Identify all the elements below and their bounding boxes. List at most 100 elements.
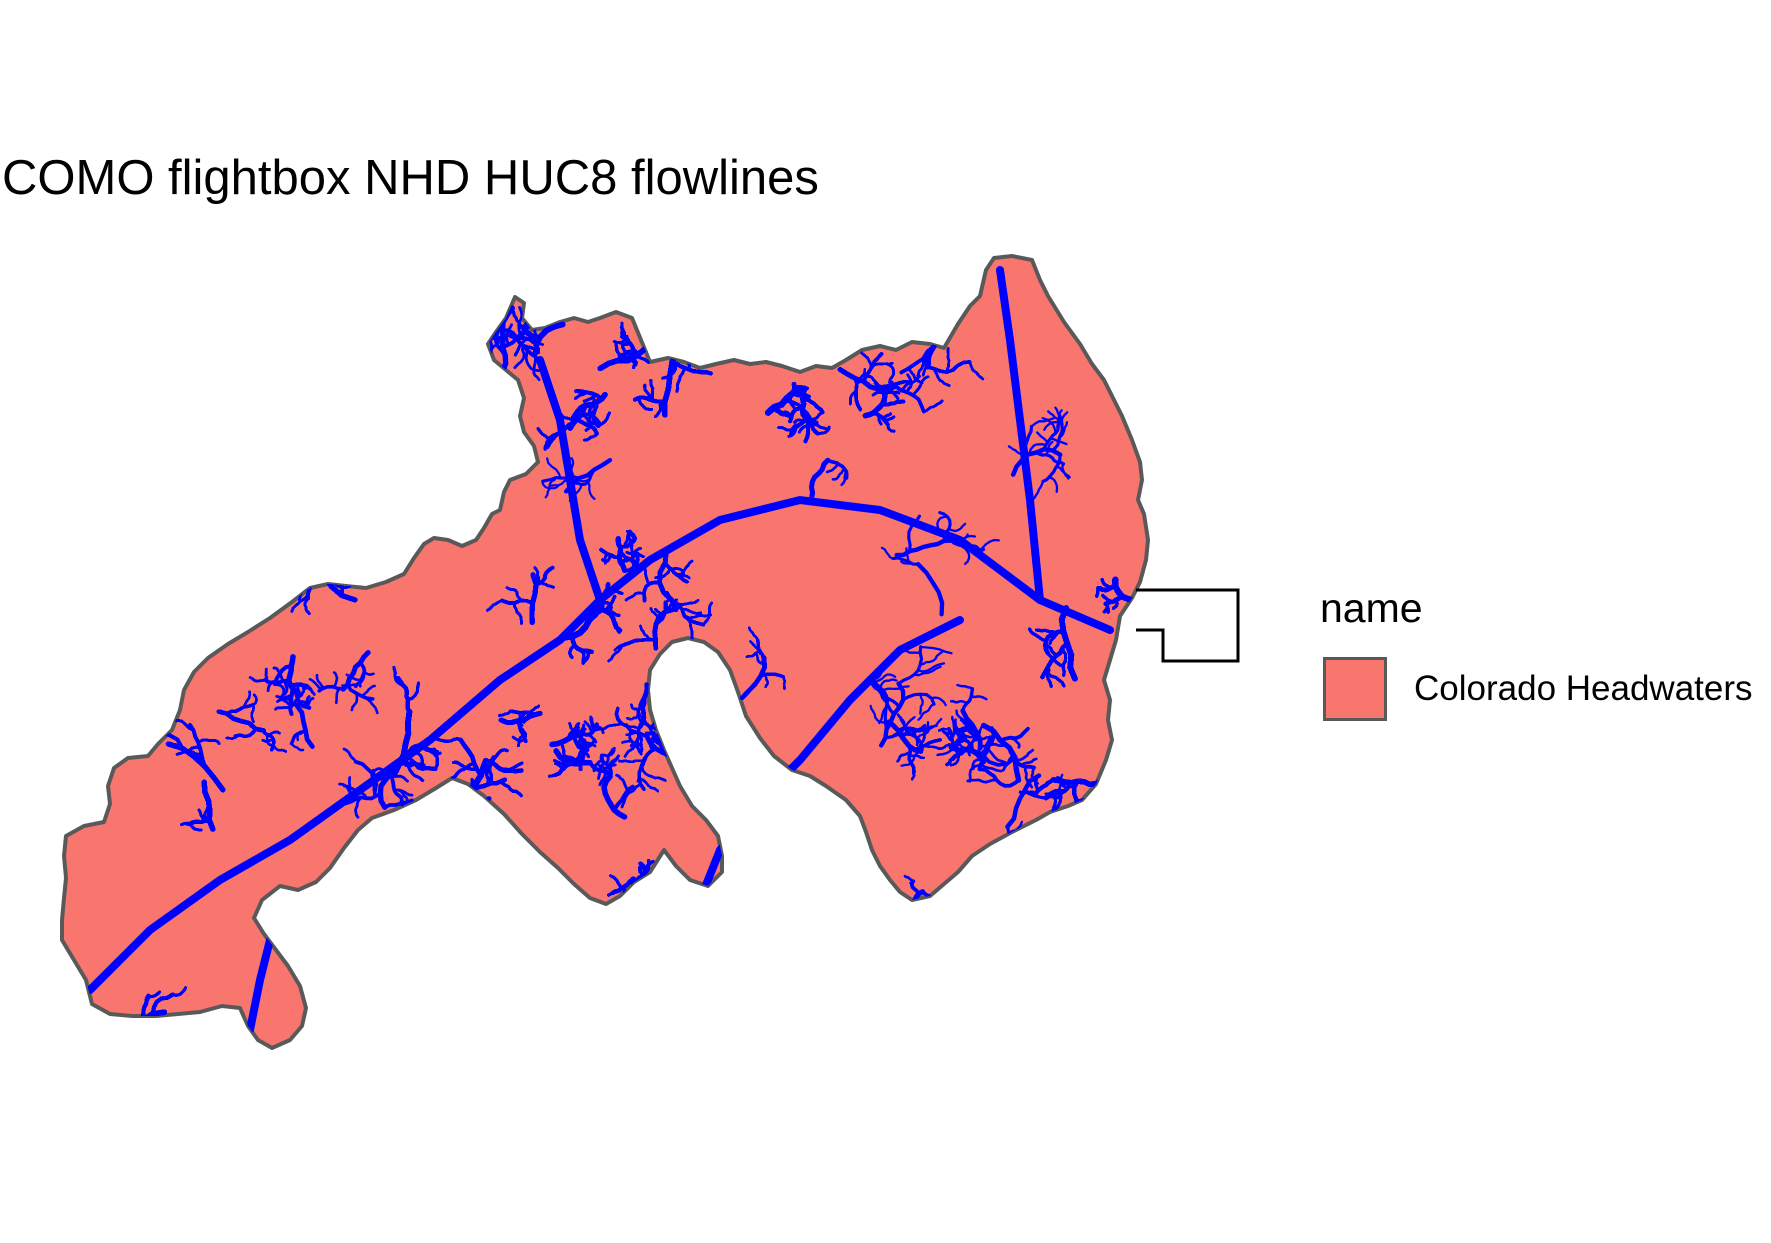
flowline bbox=[1175, 708, 1194, 724]
flowline bbox=[1024, 984, 1039, 999]
flowline bbox=[1089, 902, 1107, 914]
flowline bbox=[276, 526, 297, 542]
flowline bbox=[43, 757, 50, 774]
flowline bbox=[607, 244, 626, 247]
flowline bbox=[254, 296, 268, 306]
flowline bbox=[220, 536, 254, 555]
flowline bbox=[549, 731, 585, 748]
flowline bbox=[48, 641, 57, 663]
flowline bbox=[365, 353, 373, 376]
flowline bbox=[639, 881, 645, 892]
flowline bbox=[211, 588, 223, 596]
flowline bbox=[43, 757, 50, 774]
flowline bbox=[1038, 924, 1048, 947]
flowline bbox=[1192, 509, 1195, 522]
flowline bbox=[67, 714, 79, 727]
flowline bbox=[132, 1015, 167, 1031]
flowline bbox=[404, 819, 431, 859]
flowline bbox=[1190, 526, 1203, 528]
flowline bbox=[1038, 907, 1050, 924]
flowline bbox=[669, 730, 679, 755]
flowline bbox=[151, 1024, 174, 1040]
flowline bbox=[27, 632, 42, 646]
flowline bbox=[1025, 945, 1045, 964]
flowline bbox=[400, 1007, 411, 1023]
flowline bbox=[47, 384, 53, 393]
flowline bbox=[376, 832, 418, 849]
flowline bbox=[423, 396, 481, 439]
flowline bbox=[337, 309, 343, 333]
flowline bbox=[550, 1024, 565, 1035]
flowline bbox=[132, 256, 141, 263]
flowline bbox=[988, 914, 1019, 931]
flowline bbox=[342, 560, 361, 572]
flowline bbox=[359, 402, 378, 410]
flowline bbox=[667, 328, 680, 341]
flowline bbox=[38, 391, 45, 401]
flowline bbox=[1188, 509, 1208, 530]
flowline bbox=[1031, 925, 1038, 941]
flowline bbox=[408, 890, 425, 914]
flowline bbox=[1178, 534, 1187, 547]
flowline bbox=[1146, 706, 1148, 719]
flowline bbox=[132, 484, 148, 503]
flowline bbox=[1183, 722, 1192, 732]
flowline bbox=[38, 733, 47, 748]
flowline bbox=[37, 750, 56, 777]
flowline bbox=[382, 286, 410, 296]
flowline bbox=[648, 885, 675, 903]
flowline bbox=[896, 220, 918, 230]
flowline bbox=[43, 757, 50, 774]
flowline bbox=[64, 320, 73, 333]
flowline bbox=[297, 571, 313, 584]
flowline bbox=[1130, 857, 1146, 876]
flowline bbox=[463, 806, 470, 823]
flowline bbox=[374, 387, 382, 409]
flowline bbox=[1104, 882, 1120, 896]
flowline bbox=[1067, 924, 1078, 956]
flowline bbox=[1130, 857, 1146, 876]
flowline bbox=[1007, 946, 1025, 967]
flowline bbox=[377, 988, 394, 1008]
flowline bbox=[132, 484, 148, 503]
flowline bbox=[276, 526, 297, 542]
flowline bbox=[62, 766, 73, 776]
flowline bbox=[0, 605, 4, 621]
flowline bbox=[1039, 890, 1056, 920]
flowline bbox=[1183, 722, 1192, 732]
flowline bbox=[37, 750, 56, 777]
flowline bbox=[121, 279, 140, 295]
flowline bbox=[1015, 893, 1038, 920]
flowline bbox=[62, 766, 73, 776]
flowline bbox=[680, 268, 709, 287]
flowline bbox=[1025, 923, 1031, 942]
flowline bbox=[521, 859, 534, 880]
flowline bbox=[151, 1024, 174, 1040]
flowline bbox=[1024, 966, 1050, 978]
flowline bbox=[394, 385, 409, 404]
flowline bbox=[371, 354, 378, 373]
flowline bbox=[1032, 913, 1054, 924]
flowline bbox=[1042, 420, 1061, 451]
flowline bbox=[1192, 509, 1195, 522]
flowline bbox=[630, 891, 637, 909]
flowline bbox=[50, 388, 56, 396]
flowline bbox=[15, 1027, 33, 1036]
flowline bbox=[38, 733, 47, 748]
flowline bbox=[1070, 959, 1087, 976]
flowline bbox=[1018, 914, 1043, 931]
flowline bbox=[948, 256, 978, 260]
flowline bbox=[1109, 880, 1114, 893]
flowline bbox=[62, 779, 64, 786]
flowline bbox=[12, 585, 35, 595]
flowline bbox=[669, 730, 679, 755]
flowline bbox=[62, 692, 79, 704]
flowline bbox=[150, 506, 199, 542]
flowline bbox=[46, 1018, 53, 1025]
flowline bbox=[408, 890, 425, 914]
flowline bbox=[675, 727, 698, 773]
flowline bbox=[539, 1039, 558, 1048]
flowline bbox=[1089, 881, 1100, 900]
flowline bbox=[1034, 907, 1054, 921]
flowline bbox=[1153, 561, 1172, 566]
